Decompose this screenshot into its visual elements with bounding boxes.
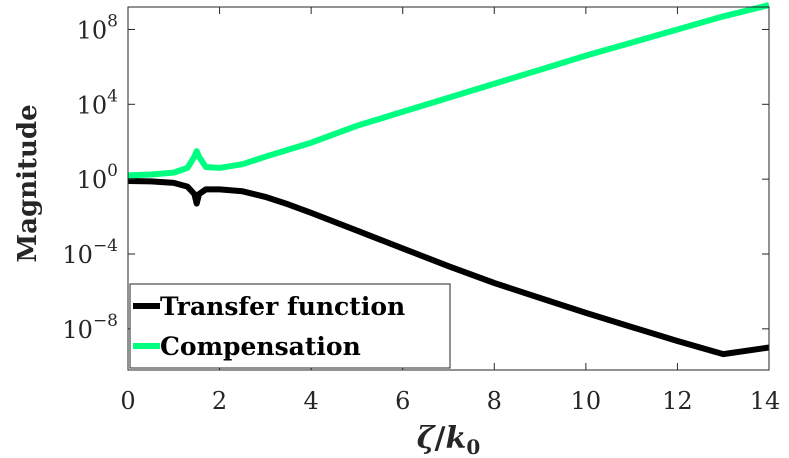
x-tick-label: 6	[395, 387, 410, 415]
legend: Transfer function Compensation	[129, 283, 451, 369]
y-tick-label: 104	[77, 86, 118, 119]
x-tick-label: 8	[487, 387, 502, 415]
legend-item-compensation: Compensation	[133, 332, 361, 361]
transfer-function-line	[127, 178, 770, 358]
x-tick-label: 12	[662, 387, 693, 415]
legend-label: Transfer function	[160, 292, 405, 321]
y-tick-label: 108	[77, 11, 118, 44]
x-axis-title: ζ/k0	[417, 421, 480, 458]
legend-label: Compensation	[160, 332, 361, 361]
x-tick-label: 4	[304, 387, 319, 415]
y-axis-title: Magnitude	[13, 104, 43, 262]
axes-box	[127, 6, 770, 371]
x-tick-label: 14	[750, 387, 781, 415]
series-layer	[127, 2, 770, 358]
compensation-line	[127, 2, 770, 179]
legend-item-transfer-function: Transfer function	[133, 292, 405, 321]
legend-box	[129, 283, 451, 369]
axes-layer: 0 2 4 6 8 10 12 14 108 104 100 10−4 10−8	[62, 6, 781, 415]
x-tick-label: 10	[571, 387, 602, 415]
y-tick-label: 10−8	[62, 311, 118, 344]
x-tick-label: 0	[120, 387, 135, 415]
y-tick-label: 10−4	[62, 236, 118, 269]
x-tick-label: 2	[212, 387, 227, 415]
y-tick-label: 100	[77, 161, 118, 194]
axis-labels: ζ/k0 Magnitude	[13, 104, 480, 458]
